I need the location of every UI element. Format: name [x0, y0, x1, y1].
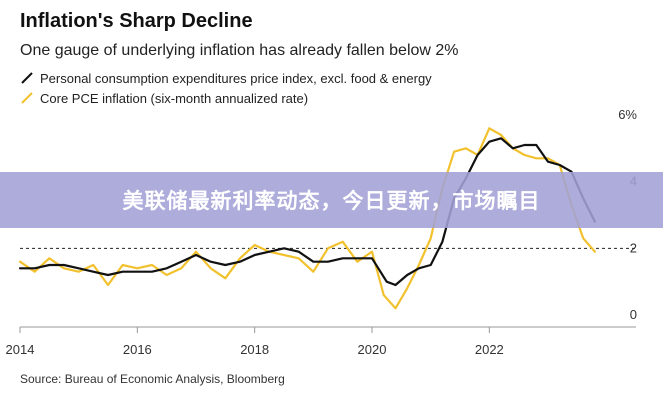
- chart-title: Inflation's Sharp Decline: [20, 10, 253, 32]
- legend-label-six-month-rate: Core PCE inflation (six-month annualized…: [40, 90, 309, 106]
- x-tick-label-2018: 2018: [240, 342, 269, 357]
- series-line-core-pce-index: [18, 137, 597, 287]
- banner-text: 美联储最新利率动态，今日更新，市场瞩目: [122, 189, 541, 213]
- x-tick-label-2014: 2014: [6, 342, 35, 357]
- overlay-banner: 美联储最新利率动态，今日更新，市场瞩目: [0, 172, 663, 228]
- legend-label-core-pce-index: Personal consumption expenditures price …: [40, 70, 432, 86]
- legend-swatch-yellow: [20, 91, 34, 105]
- y-tick-label-0: 0: [630, 307, 637, 322]
- x-tick-label-2022: 2022: [475, 342, 504, 357]
- legend-swatch-black: [20, 71, 34, 85]
- legend: Personal consumption expenditures price …: [20, 68, 432, 108]
- y-tick-label-2: 2: [630, 240, 637, 255]
- x-tick-label-2016: 2016: [123, 342, 152, 357]
- legend-entry-core-pce-index: Personal consumption expenditures price …: [20, 68, 432, 88]
- y-tick-label-6: 6%: [618, 107, 637, 122]
- legend-entry-six-month-rate: Core PCE inflation (six-month annualized…: [20, 88, 432, 108]
- x-tick-label-2020: 2020: [358, 342, 387, 357]
- source-note: Source: Bureau of Economic Analysis, Blo…: [20, 372, 285, 386]
- chart-subtitle: One gauge of underlying inflation has al…: [20, 42, 459, 59]
